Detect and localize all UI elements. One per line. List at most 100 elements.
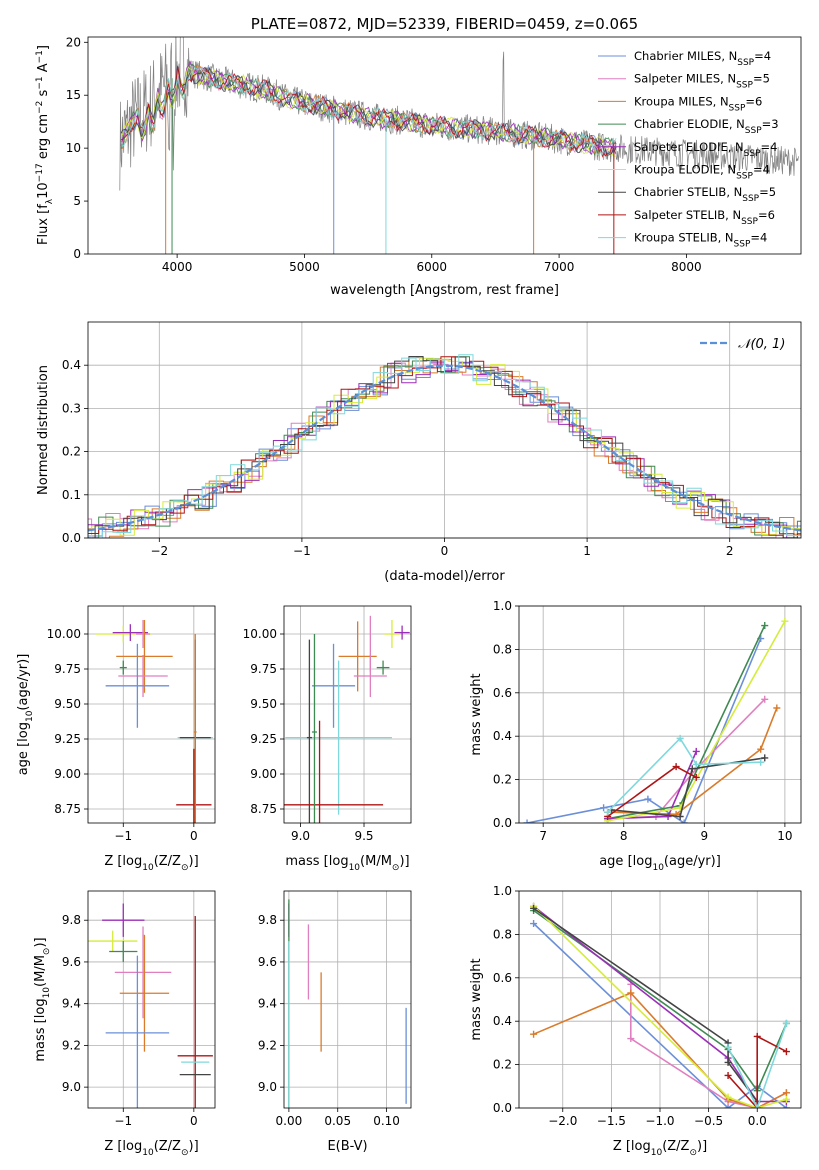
weight_vs_age-xtick-label: 8	[620, 829, 628, 843]
residuals-xtick-label: 1	[583, 544, 591, 558]
legend-label-part: Salpeter MILES, N	[634, 72, 736, 86]
legend-label-part: =4	[750, 231, 767, 245]
weight_vs_Z-xtick-label: 0.0	[748, 1114, 767, 1128]
weight_vs_Z-ytick-label: 0.6	[493, 971, 512, 985]
weight_vs_age-xtick-label: 9	[700, 829, 708, 843]
mass_vs_Z-xlabel-part: )]	[189, 1139, 199, 1154]
residuals-frame	[87, 321, 802, 539]
legend-label: Salpeter MILES, NSSP=5	[634, 72, 770, 91]
spectrum-ylabel-part: erg cm	[36, 114, 51, 163]
age_vs_Z-ytick-label: 9.00	[54, 767, 81, 781]
weight_vs_age-series-marker	[757, 758, 765, 766]
age_vs_mass-xtick-label: 9.5	[354, 829, 373, 843]
weight_vs_Z-ylabel: mass weight	[469, 958, 484, 1040]
weight_vs_age-xlabel: age [log10(age/yr)]	[599, 854, 721, 873]
age_vs_Z-ytick-label: 9.75	[54, 662, 81, 676]
weight_vs_Z-xtick-label: −1.0	[645, 1114, 674, 1128]
spectrum-ylabel-part: −1	[35, 76, 45, 89]
spectrum-frame	[87, 36, 802, 255]
weight_vs_age-plot-area	[523, 617, 789, 823]
mass_vs_ebv-plot-area	[288, 899, 407, 1108]
weight_vs_age-series-marker	[761, 622, 769, 630]
mass_vs_Z-xlabel-part: Z [log	[104, 1139, 142, 1154]
age_vs_Z-ylabel-part: age [log	[16, 722, 31, 775]
mass_vs_ebv-xlabel: E(B-V)	[327, 1139, 367, 1154]
legend-label-part: =4	[754, 49, 771, 63]
weight_vs_Z-series-line	[727, 1035, 787, 1108]
mass_vs_Z-xlabel-part: ⊙	[181, 1148, 189, 1158]
residuals-histogram-series	[88, 356, 801, 538]
residuals-histogram-series	[88, 354, 801, 538]
weight_vs_age-ytick-label: 1.0	[493, 599, 512, 613]
weight_vs_age-ytick-label: 0.4	[493, 729, 512, 743]
mass_vs_Z-ylabel-part: )]	[33, 937, 48, 947]
weight_vs_Z-series-marker	[530, 920, 538, 928]
age_vs_Z-plot-area	[95, 620, 213, 823]
weight_vs_Z-frame	[518, 890, 802, 1109]
residuals-ytick-label: 0.2	[62, 445, 81, 459]
legend-label-part: SSP	[737, 58, 754, 68]
weight_vs_Z-series-marker	[724, 1093, 732, 1101]
weight_vs_age-series-marker	[672, 763, 680, 771]
weight_vs_Z-series-marker	[782, 1089, 790, 1097]
legend-label-part: Chabrier STELIB, N	[634, 185, 742, 199]
mass_vs_Z-xtick-label: 0	[190, 1114, 198, 1128]
mass_vs_Z-ytick-label: 9.8	[62, 913, 81, 927]
residuals-histogram-series	[88, 362, 801, 538]
age_vs_mass-ytick-label: 9.50	[250, 697, 277, 711]
weight_vs_age-series-marker	[604, 808, 612, 816]
weight_vs_age-ytick-label: 0.2	[493, 773, 512, 787]
spectrum-xtick-label: 6000	[416, 260, 447, 274]
weight_vs_age-series-line	[611, 757, 765, 818]
spectrum-title: PLATE=0872, MJD=52339, FIBERID=0459, z=0…	[251, 15, 638, 33]
spectrum-ylabel-part: −2	[35, 101, 45, 114]
mass_vs_ebv-ytick-label: 9.4	[258, 997, 277, 1011]
legend-label-part: SSP	[741, 217, 758, 227]
mass_vs_Z-ylabel: mass [log10(M/M⊙)]	[33, 937, 52, 1061]
legend-label-part: Chabrier MILES, N	[634, 49, 737, 63]
residuals-ytick-label: 0.0	[62, 531, 81, 545]
legend-label: Kroupa MILES, NSSP=6	[634, 94, 762, 113]
age_vs_mass-xlabel-part: (M/M	[360, 854, 392, 869]
spectrum-xtick-label: 8000	[671, 260, 702, 274]
spectrum-xtick-label: 5000	[289, 260, 320, 274]
mass_vs_Z-xlabel-part: (Z/Z	[154, 1139, 181, 1154]
weight_vs_age-frame	[518, 605, 802, 824]
legend-label-part: =4	[753, 163, 770, 177]
mass_vs_ebv-xlabel-part: E(B-V)	[327, 1139, 367, 1154]
mass_vs_ebv-xtick-label: 0.10	[373, 1114, 400, 1128]
spectrum-axes: 4000 5000 6000 7000 8000 0 5 10 15 20	[66, 35, 802, 274]
age_vs_Z-axes: −1 0 8.75 9.00 9.25 9.50 9.75 10.00	[47, 605, 216, 843]
age_vs_Z-ytick-label: 9.25	[54, 732, 81, 746]
legend-label: Chabrier MILES, NSSP=4	[634, 49, 771, 68]
spectrum-ytick-label: 5	[73, 194, 81, 208]
age_vs_mass-ytick-label: 10.00	[243, 627, 277, 641]
weight_vs_age-series-line	[607, 737, 761, 813]
legend-label-part: =5	[753, 72, 770, 86]
weight_vs_Z-xlabel-part: ⊙	[689, 1148, 697, 1158]
weight_vs_age-xlabel-part: (age/yr)]	[664, 854, 721, 869]
spectrum-xtick-label: 4000	[162, 260, 193, 274]
legend-label: Chabrier ELODIE, NSSP=3	[634, 117, 779, 136]
mass_vs_Z-axes: −1 0 9.0 9.2 9.4 9.6 9.8	[62, 890, 216, 1128]
weight_vs_age-series-marker	[761, 754, 769, 762]
mass_vs_ebv-ytick-label: 9.8	[258, 913, 277, 927]
weight_vs_Z-xtick-label: −0.5	[694, 1114, 723, 1128]
age_vs_Z-xlabel-part: 10	[142, 863, 154, 873]
weight_vs_age-series-marker	[757, 745, 765, 753]
weight_vs_age-series-marker	[523, 819, 531, 823]
residuals-ytick-label: 0.4	[62, 358, 81, 372]
weight_vs_Z-series-line	[533, 907, 758, 1102]
mass_vs_Z-ylabel-part: (M/M	[33, 955, 48, 987]
mass_vs_ebv-axes: 0.00 0.05 0.10 9.0 9.2 9.4 9.6 9.8	[258, 890, 412, 1128]
mass_vs_Z-ylabel-part: ⊙	[42, 948, 52, 956]
weight_vs_Z-series-marker	[724, 1071, 732, 1079]
mass_vs_ebv-xtick-label: 0.00	[276, 1114, 303, 1128]
age_vs_mass-axes: 9.0 9.5 8.75 9.00 9.25 9.50 9.75 10.00	[243, 605, 412, 843]
age_vs_mass-xlabel-part: mass [log	[285, 854, 348, 869]
age_vs_mass-xlabel-part: ⊙	[392, 863, 400, 873]
mass_vs_Z-xtick-label: −1	[114, 1114, 132, 1128]
age_vs_mass-xtick-label: 9.0	[291, 829, 310, 843]
weight_vs_Z-xlabel-part: )]	[697, 1139, 707, 1154]
